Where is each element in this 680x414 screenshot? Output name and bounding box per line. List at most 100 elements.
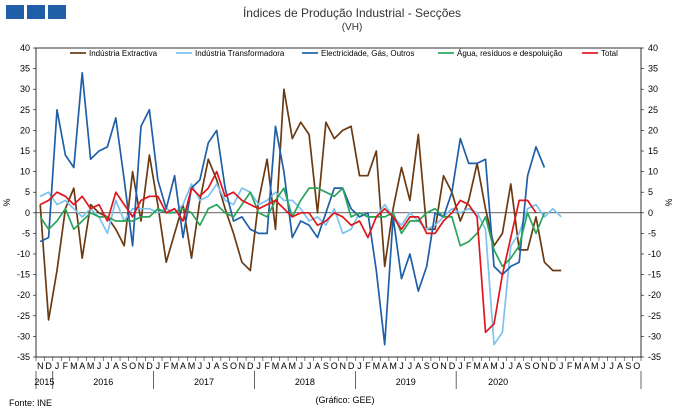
y-tick-label-left: -35 xyxy=(17,352,30,362)
y-tick-label-right: -30 xyxy=(648,331,661,341)
x-month-label: J xyxy=(307,361,312,371)
x-month-label: J xyxy=(298,361,303,371)
x-month-label: A xyxy=(617,361,623,371)
y-tick-label-right: -10 xyxy=(648,249,661,259)
y-tick-label-right: -25 xyxy=(648,311,661,321)
year-label: 2016 xyxy=(93,377,113,387)
x-month-label: J xyxy=(105,361,110,371)
x-month-label: O xyxy=(230,361,237,371)
x-month-label: J xyxy=(156,361,161,371)
y-tick-label-left: 40 xyxy=(20,43,30,53)
y-tick-label-left: 25 xyxy=(20,105,30,115)
x-month-label: D xyxy=(247,361,254,371)
x-month-label: D xyxy=(45,361,52,371)
x-month-label: F xyxy=(567,361,573,371)
x-month-label: J xyxy=(609,361,614,371)
chart-title: Índices de Produção Industrial - Secções xyxy=(243,5,461,20)
ine-logo xyxy=(6,5,66,19)
legend-label: Electricidade, Gás, Outros xyxy=(321,49,414,58)
x-month-label: S xyxy=(424,361,430,371)
year-label: 2018 xyxy=(295,377,315,387)
x-month-label: O xyxy=(633,361,640,371)
x-month-label: O xyxy=(331,361,338,371)
y-tick-label-right: 15 xyxy=(648,146,658,156)
source-note: Fonte: INE xyxy=(9,398,52,408)
x-month-label: O xyxy=(432,361,439,371)
x-month-label: D xyxy=(449,361,456,371)
y-tick-label-left: 35 xyxy=(20,64,30,74)
x-month-label: J xyxy=(559,361,564,371)
x-month-label: A xyxy=(314,361,320,371)
x-month-label: N xyxy=(138,361,145,371)
x-month-label: O xyxy=(532,361,539,371)
x-month-label: J xyxy=(408,361,413,371)
y-tick-label-left: -15 xyxy=(17,270,30,280)
x-month-label: M xyxy=(70,361,78,371)
x-month-label: N xyxy=(339,361,346,371)
y-tick-label-right: 35 xyxy=(648,64,658,74)
y-tick-label-right: -20 xyxy=(648,290,661,300)
x-month-label: S xyxy=(323,361,329,371)
y-tick-label-left: 10 xyxy=(20,167,30,177)
y-tick-label-left: -10 xyxy=(17,249,30,259)
y-tick-label-right: 20 xyxy=(648,125,658,135)
x-month-label: J xyxy=(509,361,514,371)
legend: Indústria Extractiva Indústria Transforma… xyxy=(70,49,618,58)
logo-block xyxy=(48,5,66,19)
x-month-label: F xyxy=(466,361,472,371)
x-month-label: A xyxy=(516,361,522,371)
x-month-label: S xyxy=(625,361,631,371)
x-month-label: A xyxy=(113,361,119,371)
y-tick-label-right: -5 xyxy=(648,228,656,238)
y-tick-label-left: -25 xyxy=(17,311,30,321)
graph-credit: (Gráfico: GEE) xyxy=(315,395,374,405)
x-month-label: F xyxy=(264,361,270,371)
x-month-label: A xyxy=(180,361,186,371)
y-tick-label-left: -5 xyxy=(22,228,30,238)
y-tick-label-left: 0 xyxy=(25,208,30,218)
logo-block xyxy=(27,5,45,19)
x-month-label: A xyxy=(583,361,589,371)
x-month-label: S xyxy=(222,361,228,371)
x-month-label: J xyxy=(500,361,505,371)
y-tick-label-right: -15 xyxy=(648,270,661,280)
x-month-label: S xyxy=(121,361,127,371)
chart-subtitle: (VH) xyxy=(342,22,363,33)
x-month-label: F xyxy=(63,361,69,371)
y-tick-label-right: 5 xyxy=(648,187,653,197)
year-label: 2019 xyxy=(396,377,416,387)
x-month-label: D xyxy=(146,361,153,371)
x-month-label: F xyxy=(163,361,169,371)
x-month-label: J xyxy=(55,361,60,371)
x-month-label: D xyxy=(550,361,557,371)
year-label: 2020 xyxy=(488,377,508,387)
x-month-label: M xyxy=(574,361,582,371)
x-month-label: O xyxy=(129,361,136,371)
legend-label: Indústria Extractiva xyxy=(89,49,158,58)
y-tick-label-right: 30 xyxy=(648,84,658,94)
x-month-label: J xyxy=(357,361,362,371)
y-tick-label-left: 5 xyxy=(25,187,30,197)
x-month-label: J xyxy=(97,361,102,371)
x-month-label: A xyxy=(281,361,287,371)
x-month-label: J xyxy=(458,361,463,371)
logo-block xyxy=(6,5,24,19)
year-label: 2017 xyxy=(194,377,214,387)
x-month-label: M xyxy=(87,361,95,371)
y-tick-label-right: 0 xyxy=(648,208,653,218)
year-label: 2015 xyxy=(34,377,54,387)
y-tick-label-left: 20 xyxy=(20,125,30,135)
x-month-label: J xyxy=(256,361,261,371)
y-axis-label-right: % xyxy=(664,198,674,206)
x-month-label: M xyxy=(188,361,196,371)
x-month-label: M xyxy=(373,361,381,371)
y-tick-label-left: -30 xyxy=(17,331,30,341)
x-month-label: M xyxy=(171,361,179,371)
x-month-label: N xyxy=(440,361,447,371)
legend-label: Indústria Transformadora xyxy=(195,49,285,58)
y-tick-label-right: 10 xyxy=(648,167,658,177)
y-tick-label-left: 15 xyxy=(20,146,30,156)
x-month-label: N xyxy=(239,361,246,371)
series-line-5 xyxy=(39,170,537,334)
